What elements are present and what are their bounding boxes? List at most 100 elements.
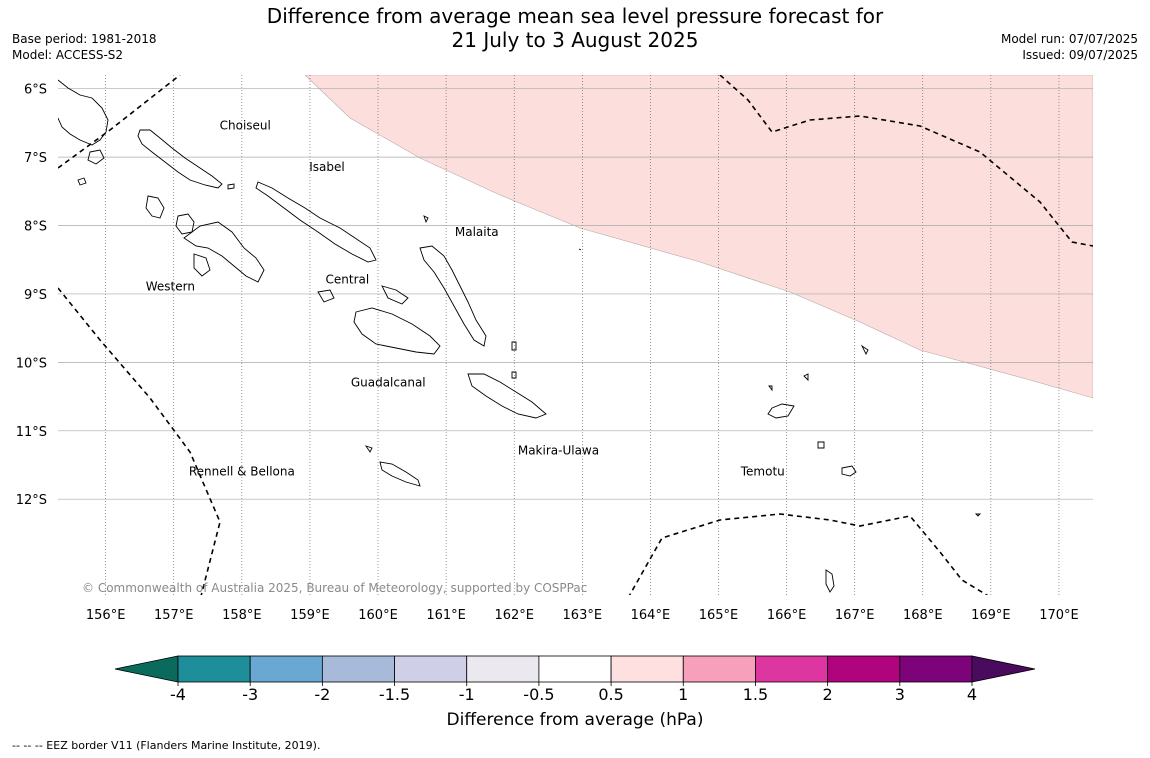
anomaly-region bbox=[304, 75, 1093, 399]
issued-label: Issued: 09/07/2025 bbox=[1022, 48, 1138, 62]
reef-islet bbox=[768, 385, 773, 392]
colorbar-segment bbox=[466, 655, 540, 683]
lon-tick-label: 170°E bbox=[1039, 608, 1079, 623]
lon-tick-label: 165°E bbox=[699, 608, 739, 623]
makira-island bbox=[467, 373, 547, 419]
colorbar-tick-label: -2 bbox=[314, 685, 330, 704]
lon-tick-label: 167°E bbox=[835, 608, 875, 623]
longitude-labels: 156°E 157°E 158°E 159°E 160°E 161°E 162°E 163°E… bbox=[86, 608, 1079, 623]
colorbar-extend-low bbox=[114, 655, 179, 683]
lat-tick-label: 6°S bbox=[24, 83, 47, 98]
anuta-islet bbox=[974, 513, 982, 517]
model-run-label: Model run: 07/07/2025 bbox=[1000, 32, 1138, 46]
choiseul-islet bbox=[227, 183, 235, 190]
colorbar-tick-label: -1 bbox=[459, 685, 475, 704]
ugi-islet bbox=[511, 371, 517, 379]
latitude-gridlines bbox=[58, 88, 1093, 500]
bellona-island bbox=[364, 445, 373, 453]
colorbar-segment bbox=[321, 655, 395, 683]
colorbar-tick-label: 1 bbox=[678, 685, 688, 704]
lat-tick-label: 9°S bbox=[24, 288, 47, 303]
colorbar-tick-label: 1.5 bbox=[743, 685, 768, 704]
new-georgia-island bbox=[183, 221, 265, 283]
bougainville-tip bbox=[87, 149, 105, 165]
place-label: Rennell & Bellona bbox=[189, 464, 295, 478]
isabel-island bbox=[255, 181, 377, 263]
place-label: Isabel bbox=[309, 160, 344, 174]
bougainville-island bbox=[58, 79, 109, 146]
lat-tick-label: 8°S bbox=[24, 220, 47, 235]
ontong-islet bbox=[423, 215, 429, 224]
colorbar-segment bbox=[249, 655, 323, 683]
colorbar-segment bbox=[610, 655, 684, 683]
lon-tick-label: 161°E bbox=[426, 608, 466, 623]
eez-border-north-west bbox=[58, 75, 181, 169]
place-labels: Choiseul Isabel Malaita Western Central Guada… bbox=[146, 119, 785, 479]
colorbar: -4 -3 -2 -1.5 -1 -0.5 0.5 1 1.5 2 3 4 bbox=[114, 655, 1036, 704]
lon-tick-label: 156°E bbox=[86, 608, 126, 623]
rendova-island bbox=[193, 253, 211, 277]
lon-tick-label: 162°E bbox=[494, 608, 534, 623]
model-label: Model: ACCESS-S2 bbox=[12, 48, 124, 62]
florida-islands bbox=[381, 285, 409, 305]
colorbar-tick-label: -4 bbox=[170, 685, 186, 704]
colorbar-tick-label: 2 bbox=[823, 685, 833, 704]
vella-lavella-island bbox=[145, 195, 165, 219]
lon-tick-label: 164°E bbox=[631, 608, 671, 623]
sikaiana-islet bbox=[578, 248, 582, 251]
place-label: Guadalcanal bbox=[351, 375, 426, 389]
colorbar-segment bbox=[899, 655, 973, 683]
colorbar-segment bbox=[682, 655, 756, 683]
vanuatu-north-island bbox=[825, 569, 835, 593]
utupua-island bbox=[817, 441, 825, 449]
lat-tick-label: 7°S bbox=[24, 151, 47, 166]
colorbar-tick-label: -3 bbox=[242, 685, 258, 704]
lat-tick-label: 10°S bbox=[16, 356, 47, 371]
lat-tick-label: 11°S bbox=[16, 425, 47, 440]
colorbar-segment bbox=[538, 655, 612, 683]
place-label: Malaita bbox=[455, 225, 499, 239]
map-title: Difference from average mean sea level p… bbox=[266, 4, 884, 52]
colorbar-tick-label: 3 bbox=[895, 685, 905, 704]
islands bbox=[58, 79, 982, 593]
santa-cruz-island bbox=[767, 403, 795, 419]
lat-tick-label: 12°S bbox=[16, 493, 47, 508]
colorbar-segment bbox=[177, 655, 251, 683]
place-label: Central bbox=[326, 273, 370, 287]
copyright-text: © Commonwealth of Australia 2025, Bureau… bbox=[82, 581, 587, 595]
place-label: Choiseul bbox=[220, 119, 271, 133]
malaita-island bbox=[419, 245, 487, 347]
tikopia-islet bbox=[860, 344, 869, 356]
duff-islet bbox=[803, 373, 809, 382]
eez-border-north-east bbox=[719, 75, 1093, 247]
colorbar-tick-labels: -4 -3 -2 -1.5 -1 -0.5 0.5 1 1.5 2 3 4 bbox=[170, 682, 977, 704]
vanikoro-island bbox=[841, 465, 857, 477]
lon-tick-label: 163°E bbox=[563, 608, 603, 623]
colorbar-extend-high bbox=[971, 655, 1036, 683]
eez-footnote: -- -- -- EEZ border V11 (Flanders Marine… bbox=[12, 739, 321, 752]
lon-tick-label: 159°E bbox=[290, 608, 330, 623]
eez-borders bbox=[58, 75, 1093, 595]
place-label: Makira-Ulawa bbox=[518, 444, 599, 458]
lon-tick-label: 169°E bbox=[971, 608, 1011, 623]
colorbar-tick-label: -1.5 bbox=[379, 685, 410, 704]
rennell-island bbox=[379, 461, 421, 487]
russell-islands bbox=[317, 289, 335, 303]
place-label: Temotu bbox=[740, 464, 785, 478]
meta-left: Base period: 1981-2018 Model: ACCESS-S2 bbox=[12, 31, 157, 63]
forecast-map: Choiseul Isabel Malaita Western Central Guada… bbox=[16, 75, 1093, 623]
colorbar-tick-label: 0.5 bbox=[598, 685, 623, 704]
colorbar-segment bbox=[755, 655, 829, 683]
latitude-labels: 6°S 7°S 8°S 9°S 10°S 11°S 12°S bbox=[16, 83, 47, 509]
colorbar-tick-label: 4 bbox=[967, 685, 977, 704]
lon-tick-label: 160°E bbox=[358, 608, 398, 623]
eez-border-west bbox=[58, 287, 221, 595]
colorbar-title: Difference from average (hPa) bbox=[446, 710, 704, 730]
choiseul-island bbox=[137, 129, 223, 189]
base-period-label: Base period: 1981-2018 bbox=[12, 32, 157, 46]
meta-right: Model run: 07/07/2025 Issued: 09/07/2025 bbox=[1001, 31, 1138, 63]
lon-tick-label: 168°E bbox=[903, 608, 943, 623]
colorbar-tick-label: -0.5 bbox=[523, 685, 554, 704]
colorbar-segments bbox=[114, 655, 1036, 683]
colorbar-segment bbox=[394, 655, 468, 683]
